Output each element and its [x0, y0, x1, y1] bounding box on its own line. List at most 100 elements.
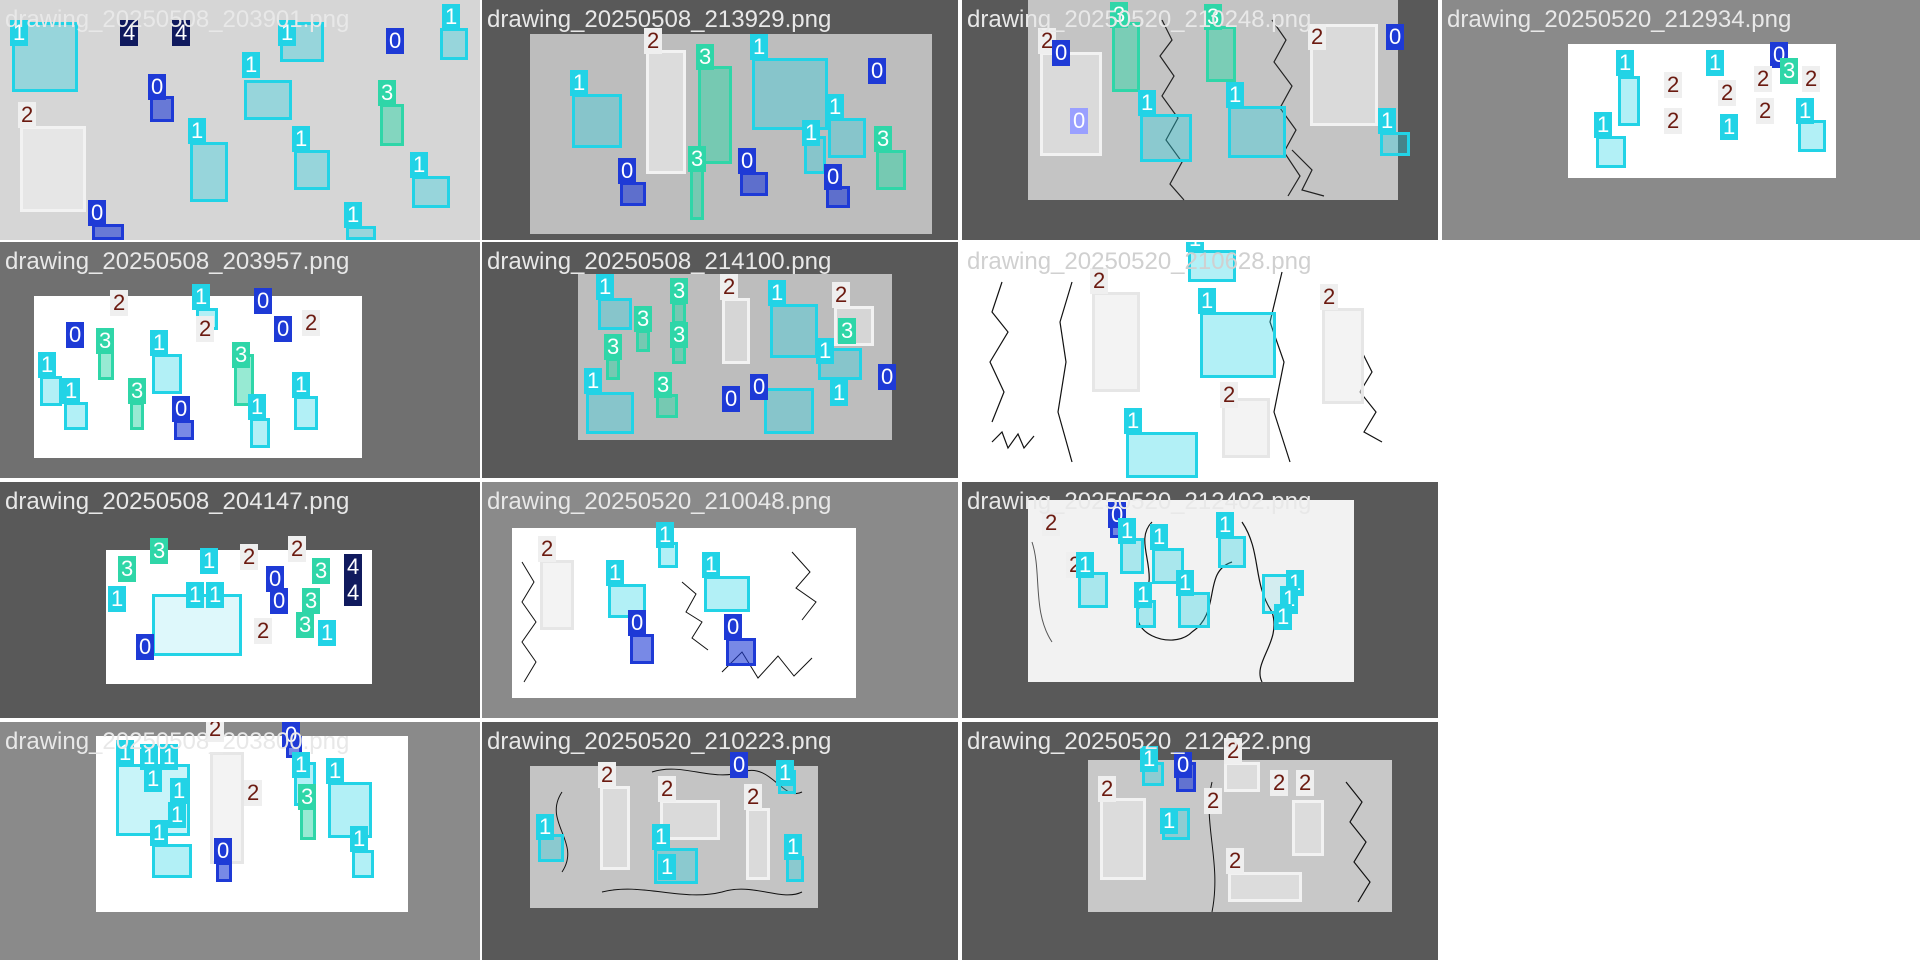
detection-box-1: [598, 298, 632, 330]
label-1: 1: [1594, 112, 1613, 138]
label-2: 2: [832, 282, 851, 308]
label-2: 2: [1718, 80, 1737, 106]
tile-7[interactable]: drawing_20250520_210628.png 2 1 1 2 2 1: [962, 242, 1438, 478]
tile-13[interactable]: drawing_20250520_212822.png 2 1 0 2 2 2 …: [962, 722, 1438, 960]
detection-box-1: [1380, 132, 1410, 156]
label-1: 1: [248, 394, 267, 420]
tile-4[interactable]: drawing_20250520_212934.png 1 1 2 2 1 2 …: [1442, 0, 1920, 240]
label-0: 0: [270, 588, 289, 614]
detection-box-1: [244, 80, 292, 120]
label-2: 2: [1224, 738, 1243, 764]
label-1: 1: [702, 552, 721, 578]
tile-empty-r4: [1442, 722, 1920, 960]
label-2: 2: [720, 274, 739, 300]
label-0: 0: [1174, 752, 1193, 778]
tile-6[interactable]: drawing_20250508_214100.png 1 3 2 1 2 3 …: [482, 242, 958, 478]
detection-box-1: [572, 94, 622, 148]
detection-box-1: [152, 844, 192, 878]
label-3: 3: [874, 126, 893, 152]
detection-box-1: [1228, 106, 1286, 158]
label-1: 1: [144, 766, 163, 792]
label-0: 0: [724, 614, 743, 640]
tile-5[interactable]: drawing_20250508_203957.png 2 1 2 0 0 2 …: [0, 242, 480, 478]
detection-box-3: [1206, 26, 1236, 82]
label-1: 1: [140, 744, 159, 770]
tile-9[interactable]: drawing_20250520_210048.png 2 1 1 1 0 0: [482, 482, 958, 718]
label-3: 3: [1110, 2, 1129, 28]
tile-1[interactable]: drawing_20250508_203901.png 1 4 4 1 0 1 …: [0, 0, 480, 240]
label-3: 3: [296, 612, 315, 638]
detection-box-3: [606, 358, 620, 380]
label-4: 4: [120, 20, 139, 46]
label-1: 1: [170, 778, 189, 804]
label-3: 3: [312, 558, 331, 584]
detection-box-2: [1292, 800, 1324, 856]
label-1: 1: [1118, 518, 1137, 544]
detection-box-1: [1140, 114, 1192, 162]
label-0: 0: [878, 364, 897, 390]
tile-10[interactable]: drawing_20250520_212402.png 2 2 0 1 1 1 …: [962, 482, 1438, 718]
label-0: 0: [66, 322, 85, 348]
detection-box-3: [636, 330, 650, 352]
label-3: 3: [696, 44, 715, 70]
detection-box-1: [770, 304, 818, 358]
tile-title: drawing_20250508_204147.png: [5, 488, 350, 515]
label-1: 1: [1160, 808, 1179, 834]
label-2: 2: [1296, 770, 1315, 796]
label-1: 1: [776, 760, 795, 786]
label-1: 1: [350, 826, 369, 852]
detection-box-2: [20, 126, 86, 212]
label-2: 2: [1664, 72, 1683, 98]
label-1: 1: [326, 758, 345, 784]
detection-box-0: [740, 172, 768, 196]
label-0: 0: [1052, 40, 1071, 66]
label-1: 1: [596, 274, 615, 300]
label-0: 0: [282, 722, 301, 748]
tile-title: drawing_20250520_212934.png: [1447, 6, 1792, 33]
label-1: 1: [116, 740, 135, 766]
label-1: 1: [410, 152, 429, 178]
label-1: 1: [584, 368, 603, 394]
label-3: 3: [654, 372, 673, 398]
tile-3[interactable]: drawing_20250520_210248.png 2 0 3 3 2 0 …: [962, 0, 1438, 240]
label-1: 1: [1176, 570, 1195, 596]
detection-box-1: [250, 418, 270, 448]
label-0: 0: [214, 838, 233, 864]
detection-box-2: [1100, 798, 1146, 880]
label-1: 1: [1706, 50, 1725, 76]
label-1: 1: [168, 802, 187, 828]
detection-box-1: [1188, 250, 1236, 282]
tile-title: drawing_20250508_213929.png: [487, 6, 832, 33]
detection-box-1: [294, 396, 318, 430]
tile-11[interactable]: drawing_20250508_203800.png 1 1 1 1 1 1 …: [0, 722, 480, 960]
tile-title: drawing_20250520_210628.png: [967, 248, 1312, 275]
label-2: 2: [254, 618, 273, 644]
detection-box-1: [352, 850, 374, 878]
detection-box-1: [1200, 312, 1276, 378]
tile-8[interactable]: drawing_20250508_204147.png 3 3 1 2 2 4 …: [0, 482, 480, 718]
tile-12[interactable]: drawing_20250520_210223.png 2 2 0 1 2 1 …: [482, 722, 958, 960]
label-3: 3: [634, 306, 653, 332]
label-4: 4: [344, 580, 363, 606]
tile-2[interactable]: drawing_20250508_213929.png 1 2 3 1 0 1 …: [482, 0, 958, 240]
detection-box-1: [152, 354, 182, 394]
label-1: 1: [1720, 114, 1739, 140]
label-1: 1: [38, 352, 57, 378]
label-2: 2: [288, 536, 307, 562]
detection-box-1: [1126, 432, 1198, 478]
label-0: 0: [266, 566, 285, 592]
tile-title: drawing_20250508_214100.png: [487, 248, 832, 275]
label-1: 1: [768, 280, 787, 306]
label-2: 2: [1090, 268, 1109, 294]
detection-box-2: [746, 808, 770, 880]
label-2: 2: [1756, 98, 1775, 124]
detection-box-3: [130, 402, 144, 430]
label-3: 3: [302, 588, 321, 614]
label-3: 3: [96, 328, 115, 354]
label-2: 2: [644, 28, 663, 54]
detection-box-1: [828, 118, 866, 158]
label-1: 1: [1378, 108, 1397, 134]
detection-box-2: [1322, 308, 1364, 404]
label-1: 1: [784, 834, 803, 860]
label-2: 2: [196, 316, 215, 342]
